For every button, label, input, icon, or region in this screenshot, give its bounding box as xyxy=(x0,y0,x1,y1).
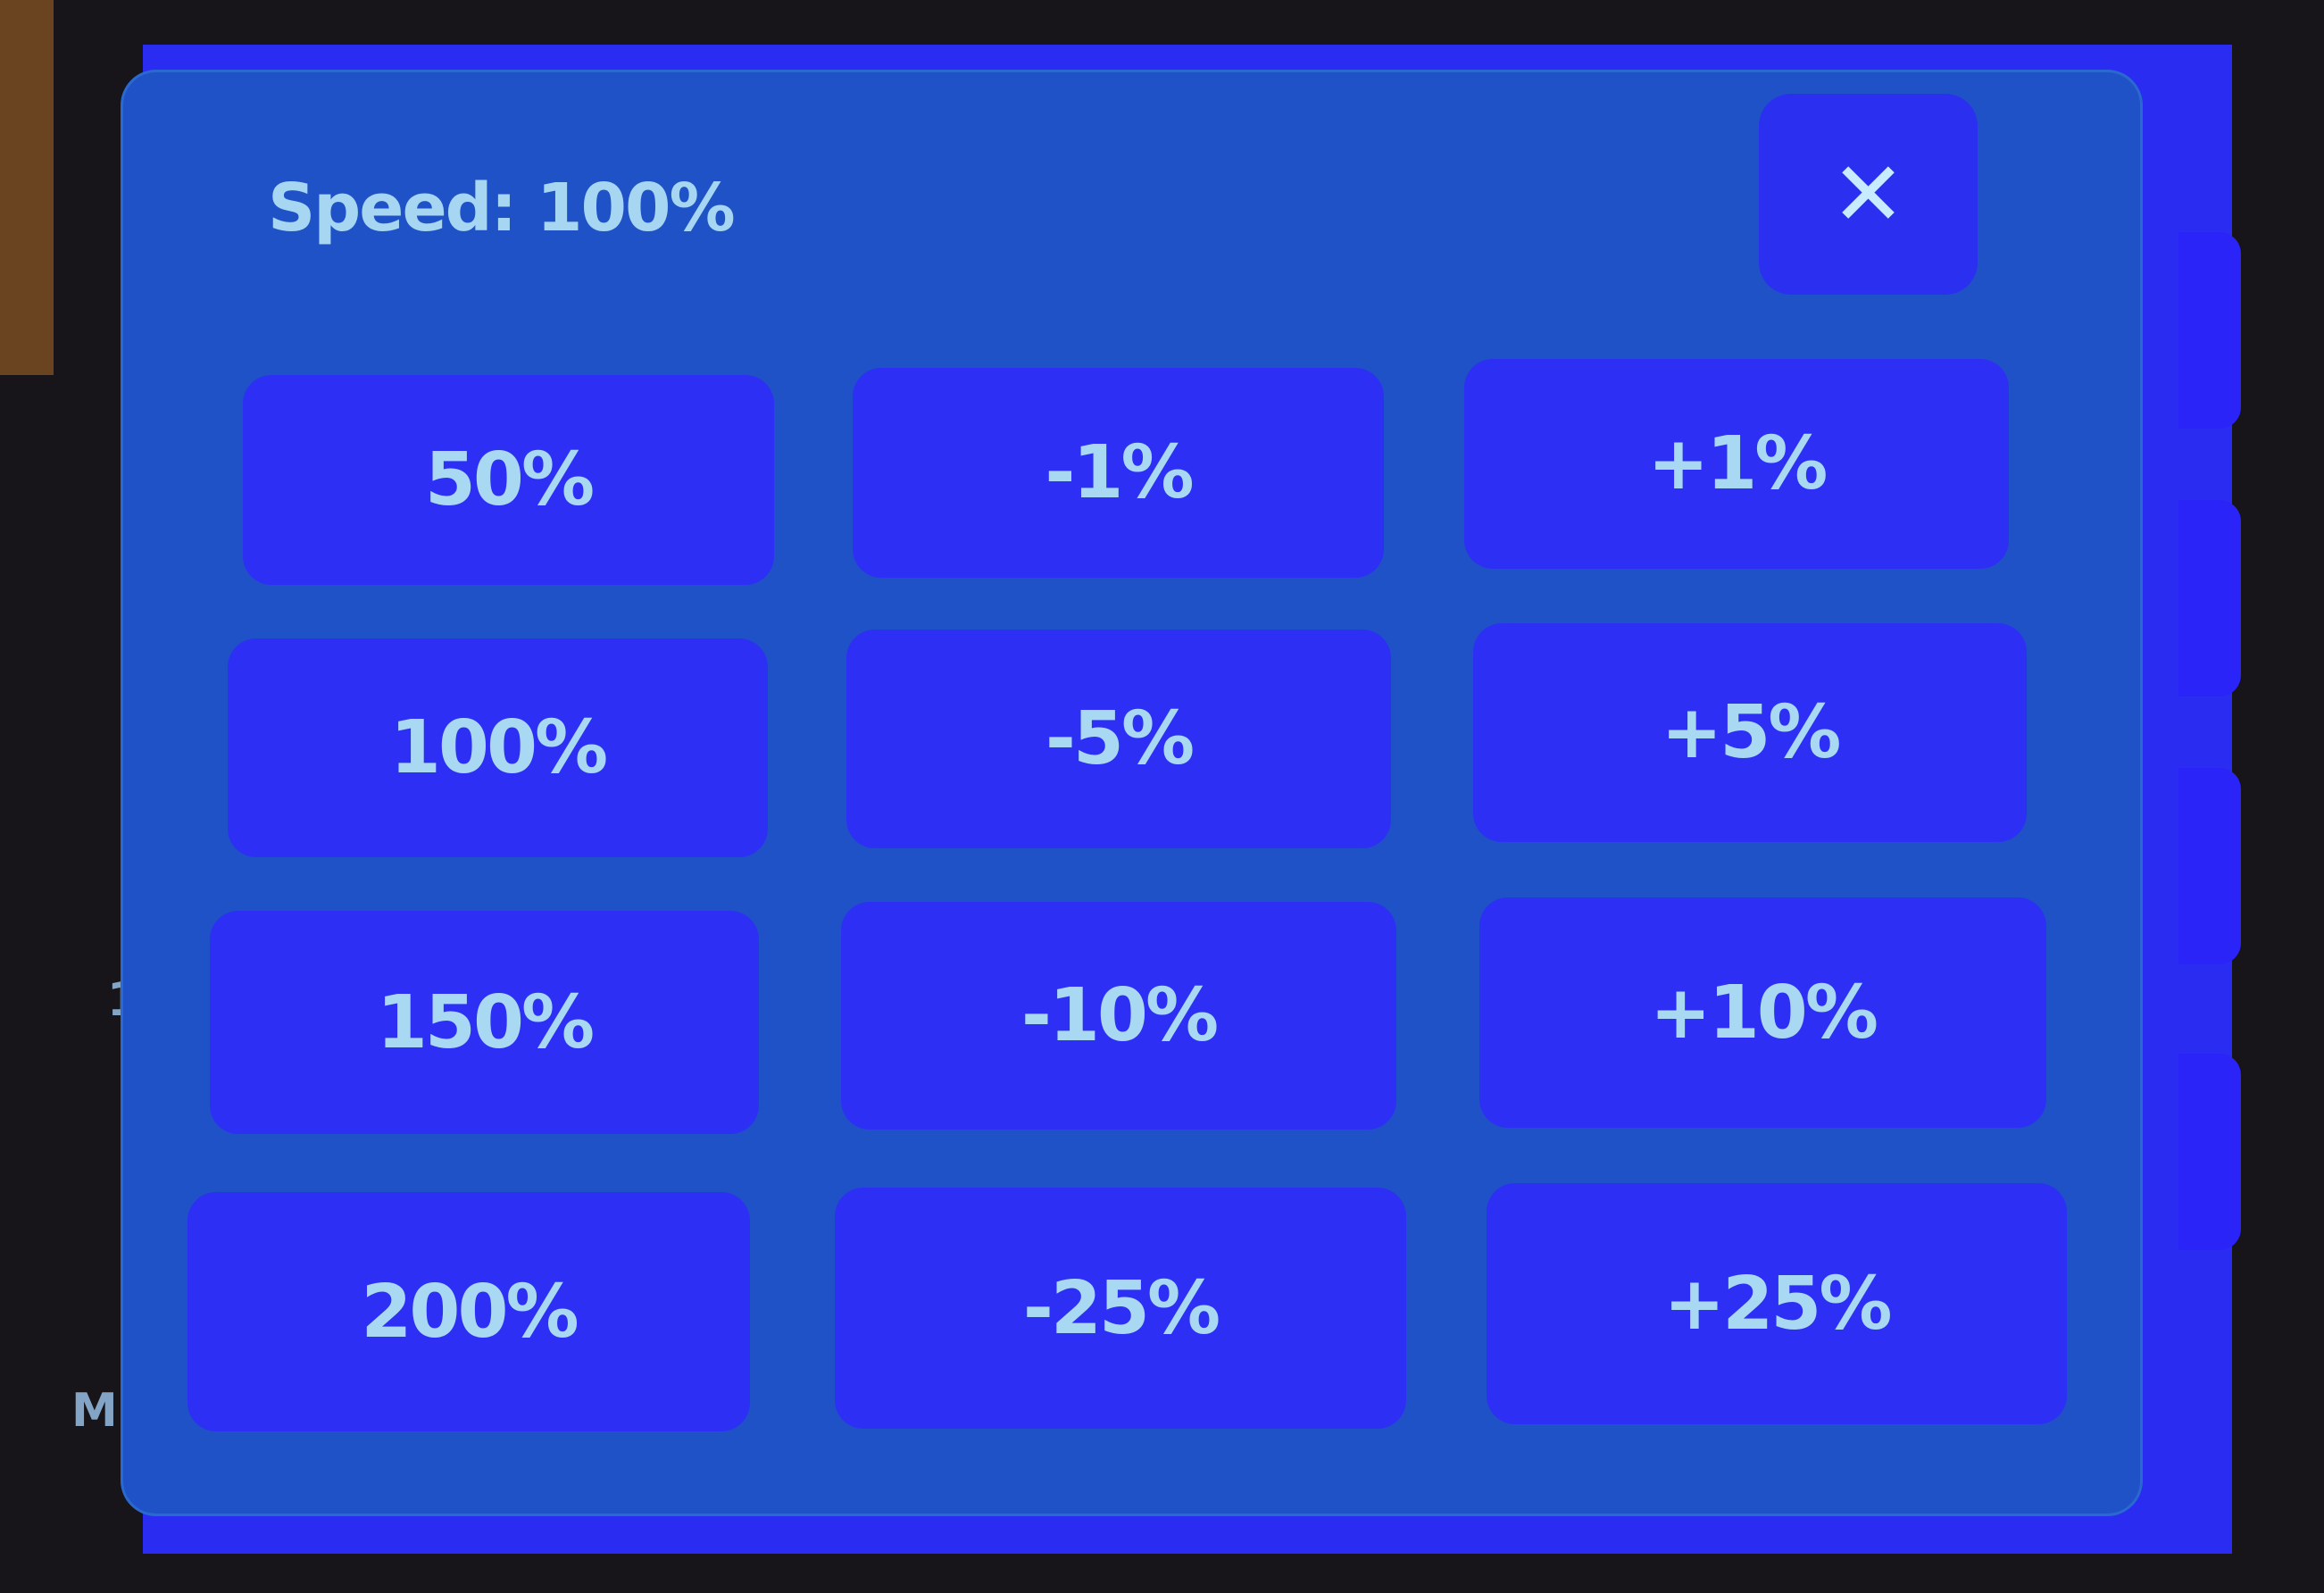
speed-100-button[interactable]: 100% xyxy=(228,638,768,857)
speed-minus-1-button[interactable]: -1% xyxy=(853,368,1384,578)
background-button xyxy=(2178,232,2241,429)
speed-plus-10-button[interactable]: +10% xyxy=(1479,897,2046,1128)
background-button xyxy=(2178,500,2241,696)
speed-minus-5-button[interactable]: -5% xyxy=(846,630,1391,848)
speed-plus-25-button[interactable]: +25% xyxy=(1487,1183,2067,1424)
dialog-title: Speed: 100% xyxy=(268,170,736,246)
close-icon: ✕ xyxy=(1830,142,1906,246)
speed-plus-1-button[interactable]: +1% xyxy=(1464,359,2009,569)
speed-minus-10-button[interactable]: -10% xyxy=(841,902,1396,1130)
device-bezel xyxy=(0,0,54,375)
background-label: M xyxy=(71,1384,118,1438)
speed-50-button[interactable]: 50% xyxy=(243,375,774,585)
close-button[interactable]: ✕ xyxy=(1759,94,1978,295)
background-button xyxy=(2178,768,2241,964)
speed-150-button[interactable]: 150% xyxy=(210,911,759,1134)
speed-200-button[interactable]: 200% xyxy=(187,1192,750,1431)
background-button xyxy=(2178,1054,2241,1250)
speed-plus-5-button[interactable]: +5% xyxy=(1473,623,2027,842)
speed-minus-25-button[interactable]: -25% xyxy=(835,1188,1406,1429)
